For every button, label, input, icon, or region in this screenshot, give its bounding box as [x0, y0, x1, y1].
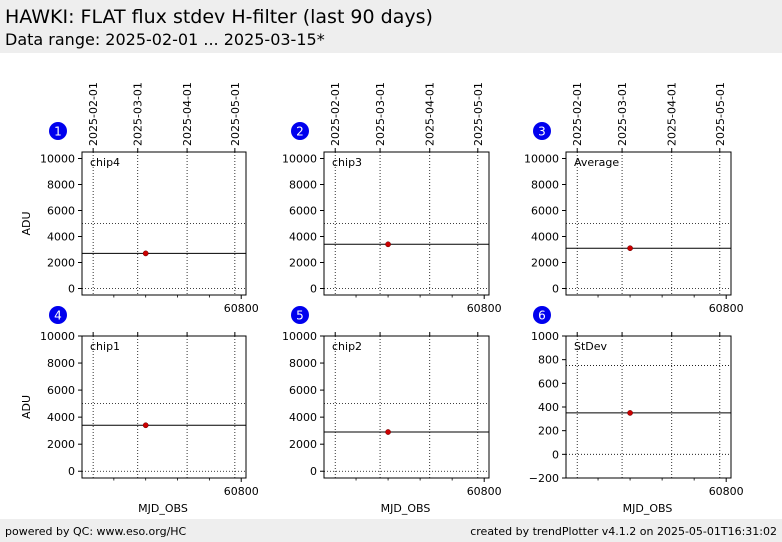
- y-tick-label: 6000: [289, 205, 317, 218]
- plot-frame: [81, 335, 247, 479]
- top-date-label: 2025-02-01: [329, 82, 342, 146]
- y-tick-label: 2000: [47, 257, 75, 270]
- footer-bar: powered by QC: www.eso.org/HC created by…: [0, 519, 782, 542]
- data-point: [627, 410, 633, 416]
- panel-label: chip3: [332, 156, 362, 169]
- y-tick-label: 4000: [289, 411, 317, 424]
- panel-number-badge: [291, 306, 309, 324]
- y-tick-label: 0: [310, 465, 317, 478]
- top-date-label: 2025-02-01: [571, 82, 584, 146]
- plot-frame: [565, 151, 732, 296]
- top-date-label: 2025-02-01: [87, 82, 100, 146]
- y-tick-label: 10000: [524, 153, 559, 166]
- plot-frame: [323, 335, 490, 479]
- panel-label: chip4: [90, 156, 120, 169]
- data-point: [385, 241, 391, 248]
- y-tick-label: 2000: [289, 438, 317, 451]
- top-date-label: 2025-04-01: [424, 82, 437, 146]
- top-date-label: 2025-03-01: [616, 82, 629, 146]
- y-tick-label: 1000: [531, 330, 559, 343]
- y-tick-label: 8000: [47, 357, 75, 370]
- y-tick-label: 4000: [47, 411, 75, 424]
- plot-frame: [323, 151, 490, 296]
- y-tick-label: 6000: [47, 384, 75, 397]
- y-tick-label: 400: [538, 401, 559, 414]
- x-axis-label: MJD_OBS: [138, 502, 188, 515]
- panel-number-badge: [291, 122, 309, 140]
- y-tick-label: 0: [68, 465, 75, 478]
- top-date-label: 2025-05-01: [714, 82, 727, 146]
- footer-version: created by trendPlotter v4.1.2 on 2025-0…: [470, 525, 777, 538]
- panel-number-badge: [49, 306, 67, 324]
- x-tick-label: 60800: [467, 485, 502, 498]
- y-tick-label: 600: [538, 377, 559, 390]
- panel-number-badge: [533, 306, 551, 324]
- x-axis-label: MJD_OBS: [623, 502, 673, 515]
- panel-label: chip1: [90, 340, 120, 353]
- y-tick-label: 10000: [40, 153, 75, 166]
- page-subtitle: Data range: 2025-02-01 ... 2025-03-15*: [5, 30, 325, 49]
- y-tick-label: 2000: [47, 438, 75, 451]
- panel-number-badge: [49, 122, 67, 140]
- y-tick-label: 0: [552, 448, 559, 461]
- y-tick-label: 2000: [531, 257, 559, 270]
- top-date-label: 2025-03-01: [132, 82, 145, 146]
- page-title: HAWKI: FLAT flux stdev H-filter (last 90…: [5, 6, 433, 28]
- data-point: [627, 245, 633, 252]
- plot-frame: [565, 335, 732, 479]
- top-date-label: 2025-04-01: [666, 82, 679, 146]
- y-tick-label: 10000: [282, 153, 317, 166]
- y-tick-label: 10000: [282, 330, 317, 343]
- y-tick-label: 10000: [40, 330, 75, 343]
- y-axis-label: ADU: [20, 211, 33, 235]
- panel-number: 6: [538, 309, 546, 323]
- y-tick-label: 2000: [289, 257, 317, 270]
- y-tick-label: 0: [68, 283, 75, 296]
- data-point: [385, 429, 391, 435]
- x-tick-label: 60800: [467, 302, 502, 315]
- y-tick-label: 0: [552, 283, 559, 296]
- panel-number-badge: [533, 122, 551, 140]
- data-point: [142, 250, 149, 257]
- y-tick-label: 200: [538, 425, 559, 438]
- y-tick-label: 6000: [289, 384, 317, 397]
- footer-credit: powered by QC: www.eso.org/HC: [5, 525, 187, 538]
- plot-frame: [81, 151, 247, 296]
- y-tick-label: −200: [529, 472, 559, 485]
- x-tick-label: 60800: [224, 302, 259, 315]
- panel-label: StDev: [574, 340, 608, 353]
- panel-number: 2: [296, 125, 304, 139]
- y-tick-label: 8000: [47, 179, 75, 192]
- panel-number: 5: [296, 309, 304, 323]
- y-axis-label: ADU: [20, 395, 33, 419]
- x-tick-label: 60800: [709, 485, 744, 498]
- data-point: [142, 422, 149, 429]
- panel-label: Average: [574, 156, 619, 169]
- y-tick-label: 6000: [531, 205, 559, 218]
- top-date-label: 2025-04-01: [181, 82, 194, 146]
- x-tick-label: 60800: [709, 302, 744, 315]
- y-tick-label: 8000: [289, 357, 317, 370]
- y-tick-label: 4000: [531, 231, 559, 244]
- panel-number: 3: [538, 125, 546, 139]
- header-bar: HAWKI: FLAT flux stdev H-filter (last 90…: [0, 0, 782, 53]
- top-date-label: 2025-03-01: [374, 82, 387, 146]
- x-tick-label: 60800: [224, 485, 259, 498]
- y-tick-label: 800: [538, 354, 559, 367]
- y-tick-label: 4000: [289, 231, 317, 244]
- panel-label: chip2: [332, 340, 362, 353]
- y-tick-label: 8000: [289, 179, 317, 192]
- y-tick-label: 8000: [531, 179, 559, 192]
- top-date-label: 2025-05-01: [472, 82, 485, 146]
- panel-number: 4: [54, 309, 62, 323]
- x-axis-label: MJD_OBS: [381, 502, 431, 515]
- y-tick-label: 6000: [47, 205, 75, 218]
- top-date-label: 2025-05-01: [229, 82, 242, 146]
- panel-number: 1: [54, 125, 62, 139]
- y-tick-label: 4000: [47, 231, 75, 244]
- y-tick-label: 0: [310, 283, 317, 296]
